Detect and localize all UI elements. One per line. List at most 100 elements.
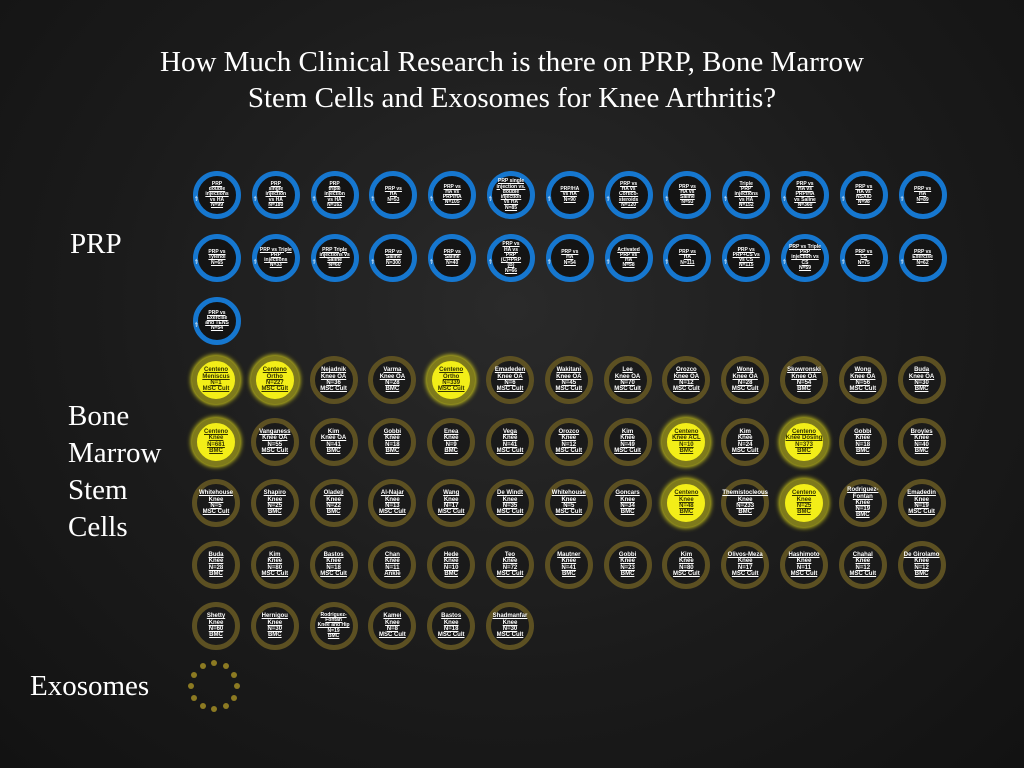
title-line-2: Stem Cells and Exosomes for Knee Arthrit… [247, 82, 777, 114]
bm-study-text: Oladeji Knee N=22 BMC [323, 490, 344, 516]
syringe-icon: ⚕ [782, 259, 787, 266]
bm-study-circle: Buda Knee N=28 BMC [192, 540, 240, 589]
bm-study-circle: Enea Knee N=9 BMC [427, 417, 476, 466]
bm-study-circle: Teo Knee N=72 MSC Cult [486, 540, 534, 589]
syringe-icon: ⚕ [723, 259, 728, 266]
bm-label-line-2: Marrow [68, 437, 162, 469]
prp-study-circle: ⚕ PRP vs Exercise N=62 [898, 234, 947, 282]
syringe-icon: ⚕ [547, 196, 552, 203]
bm-study-circle: Emadedin Knee N=19 MSC Cult [897, 479, 946, 527]
prp-study-circle: ⚕ PRP single injection vs HA N=180 [251, 171, 300, 219]
bm-study-circle: Kim Knee N=80 MSC Cult [662, 540, 711, 589]
exosome-ring-dot [222, 663, 229, 670]
prp-study-text: PRP triple injection vs HA N=162 [324, 180, 345, 208]
syringe-icon: ⚕ [194, 322, 199, 329]
bm-study-circle: Broyles Knee N=40 BMC [897, 417, 946, 466]
bm-study-circle: Themistocleous Knee N=233 BMC [721, 479, 770, 527]
syringe-icon: ⚕ [312, 259, 316, 266]
prp-study-text: PRP vs Tylenol N=65 [208, 249, 226, 266]
syringe-icon: ⚕ [547, 259, 552, 266]
prp-study-circle: ⚕ PRP/HA vs HA N=90 [545, 171, 594, 219]
prp-study-text: PRP vs HA vs Cortico- steroids N=120 [618, 180, 639, 208]
prp-study-text: PRP vs HA vs PRP/HA N=105 [442, 183, 462, 206]
prp-study-circle: ⚕ PRP vs HA vs PRP/HA N=105 [428, 171, 477, 219]
bm-study-text: Orozco Knee OA N=12 MSC Cult [673, 367, 700, 393]
bm-study-text: Vega Knee N=41 MSC Cult [496, 428, 524, 454]
bm-study-text: Centeno Knee N=681 BMC [204, 428, 228, 454]
prp-study-text: PRP vs PRP+CS vs vs CS N=115 [732, 246, 760, 269]
exosome-ring-dot [230, 671, 237, 678]
bm-study-text: Centeno Knee N=48 BMC [674, 490, 699, 516]
bm-study-circle: Bastos Knee N=18 MSC Cult [309, 540, 358, 589]
bm-study-circle: Varma Knee OA N=28 BMC [368, 356, 417, 404]
exosome-ring-dot [211, 660, 217, 666]
bm-study-circle: Kim Knee N=80 MSC Cult [250, 540, 299, 589]
prp-study-circle: ⚕ PRP vs PRP+CS vs vs CS N=115 [722, 234, 771, 282]
bm-study-circle: Skowronski Knee OA N=54 BMC [780, 356, 828, 404]
bm-study-circle: Wakitani Knee OA N=45 MSC Cult [544, 356, 593, 404]
prp-study-circle: ⚕ PRP vs Saline N=300 [369, 234, 418, 282]
bm-study-text: Kim Knee N=24 MSC Cult [731, 428, 759, 454]
syringe-icon: ⚕ [429, 259, 434, 266]
prp-study-text: Activated PRP vs HA N=58 [617, 246, 640, 269]
bm-study-text: Lee Knee OA N=70 MSC Cult [614, 367, 641, 393]
bm-study-circle: Vanganess Knee OA N=55 MSC Cult [250, 417, 299, 466]
bm-study-circle-highlighted: Centeno Knee Dosing N=373 BMC [780, 417, 828, 466]
title-line-1: How Much Clinical Research is there on P… [160, 46, 864, 78]
bm-study-text: Kim Knee N=49 MSC Cult [614, 428, 641, 454]
bm-study-circle: Mautner Knee N=41 BMC [544, 540, 593, 589]
bm-study-text: Wong Knee OA N=28 MSC Cult [731, 367, 759, 393]
prp-study-circle: ⚕ PRP vs HA vs PRP/HA vs Saline N=360 [781, 171, 829, 219]
bm-study-text: Enea Knee N=9 BMC [443, 428, 459, 454]
syringe-icon: ⚕ [900, 259, 904, 266]
prp-study-text: PRP vs Triple PRP injection vs CS N=59 [789, 243, 821, 271]
bm-study-text: Gobbi Knee N=18 BMC [854, 428, 872, 454]
exosome-ring-dot [234, 683, 240, 689]
bm-study-text: Rodriguez-Fontan Knee and Hip N=19 BMC [317, 611, 350, 639]
prp-study-circle: ⚕ PRP vs CS N=75 [839, 234, 888, 282]
prp-study-text: PRP vs HA vs Saline N=93 [678, 183, 696, 206]
bm-study-circle-highlighted: Centeno Ortho N=339 MSC Cult [427, 356, 476, 404]
bm-study-circle: Kim Knee N=49 MSC Cult [603, 417, 652, 466]
prp-study-circle: ⚕ Activated PRP vs HA N=58 [604, 234, 653, 282]
exosome-ring-dot [191, 671, 198, 678]
bm-study-text: Kamei Knee N=8 MSC Cult [379, 613, 406, 639]
prp-study-circle: ⚕ PRP vs Exercise and TENS N=54 [193, 297, 241, 345]
prp-study-circle: ⚕ PRP vs HA vs Cortico- steroids N=120 [604, 171, 653, 219]
prp-study-circle: ⚕ PRP vs Triple PRP injection vs CS N=59 [781, 234, 829, 282]
bm-study-text: Varma Knee OA N=28 BMC [379, 367, 406, 393]
prp-study-text: PRP single injection vs. double injectio… [496, 178, 526, 211]
syringe-icon: ⚕ [194, 259, 199, 266]
bm-study-text: Centeno Knee ACL N=10 BMC [672, 428, 701, 454]
prp-study-text: PRP/HA vs HA N=90 [560, 186, 580, 203]
bm-study-text: Centeno Meniscus N=1 MSC Cult [202, 367, 230, 393]
prp-study-text: PRP vs Exercise N=62 [912, 249, 933, 266]
prp-study-text: PRP Triple injections vs Saline N=60 [319, 246, 350, 269]
prp-study-text: PRP vs HA vs PRP (C)+PRP (B) N=66 [500, 241, 522, 274]
syringe-icon: ⚕ [664, 196, 669, 203]
bm-study-circle: Orozco Knee N=12 MSC Cult [544, 417, 593, 466]
syringe-icon: ⚕ [370, 259, 375, 266]
syringe-icon: ⚕ [488, 196, 493, 203]
prp-study-text: PRP vs HA N=89 [914, 186, 932, 203]
bm-study-circle: Chahal Knee N=12 MSC Cult [838, 540, 887, 589]
bm-study-circle: Shetty Knee N=60 BMC [192, 602, 240, 650]
syringe-icon: ⚕ [370, 196, 375, 203]
bm-study-circle: Whitehouse Knee N=5 MSC Cult [192, 479, 240, 527]
bm-study-text: Wakitani Knee OA N=45 MSC Cult [555, 367, 583, 393]
prp-study-text: PRP vs Exercise and TENS N=54 [205, 309, 229, 332]
prp-study-circle: ⚕ PRP Triple injections vs Saline N=60 [310, 234, 359, 282]
prp-study-text: PRP single injection vs HA N=180 [265, 180, 287, 208]
prp-study-circle: ⚕ PRP vs HA vs NSAID N=98 [839, 171, 888, 219]
bm-study-circle: Hernigou Knee N=30 BMC [250, 602, 299, 650]
prp-study-text: PRP vs HA vs NSAID N=98 [855, 183, 873, 206]
bm-study-text: Shapiro Knee N=25 BMC [263, 490, 286, 516]
syringe-icon: ⚕ [253, 196, 258, 203]
bm-study-text: Nejadnik Knee OA N=36 MSC Cult [320, 367, 347, 393]
bm-study-text: Olivos-Meza Knee N=17 MSC Cult [727, 551, 763, 577]
bm-study-circle: Gobbi Knee N=18 BMC [838, 417, 887, 466]
bm-study-text: Skowronski Knee OA N=54 BMC [787, 367, 821, 393]
bm-study-text: Al-Najar Knee N=13 MSC Cult [379, 490, 406, 516]
bm-study-text: Centeno Knee N=25 BMC [792, 490, 816, 516]
syringe-icon: ⚕ [429, 196, 434, 203]
